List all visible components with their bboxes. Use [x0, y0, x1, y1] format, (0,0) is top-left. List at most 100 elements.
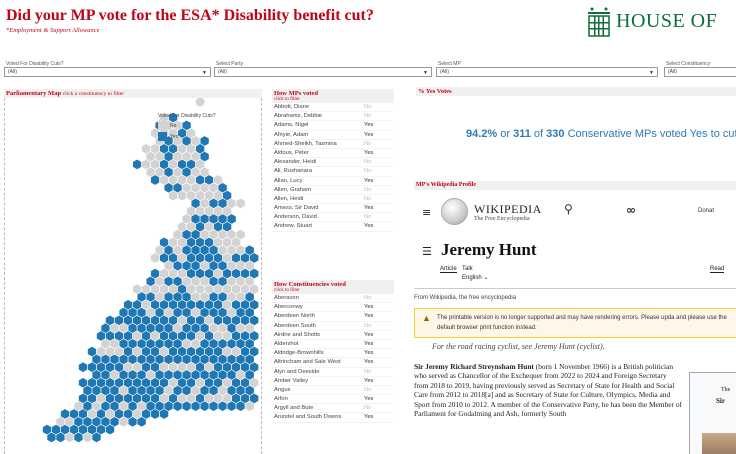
constituency-hex[interactable]: [46, 431, 57, 443]
kpi-text: Conservative MPs voted Yes to cut the: [567, 128, 736, 140]
constituency-hex[interactable]: [217, 400, 228, 412]
constituency-row[interactable]: Airdrie and Shotts Yes: [272, 331, 394, 340]
map-hint: click a constituency to filter: [62, 91, 125, 97]
legend-title: Voted For Disability Cuts?: [158, 113, 216, 119]
constituency-hex[interactable]: [136, 416, 147, 428]
mp-name: Ali, Rushanara: [274, 168, 313, 175]
kpi-or: or: [500, 128, 511, 140]
constituency-row[interactable]: Angus No: [272, 386, 394, 396]
constituency-hex[interactable]: [73, 431, 84, 443]
mp-row[interactable]: Afriyie, Adam Yes: [272, 131, 394, 140]
constituency-name: Airdrie and Shotts: [274, 331, 321, 338]
constituencies-header: How Constituencies voted click to filter: [272, 280, 394, 294]
mp-vote: No: [364, 140, 372, 147]
constituency-hex[interactable]: [168, 190, 178, 202]
constituency-hex[interactable]: [172, 400, 183, 412]
constituency-row[interactable]: Arundel and South Downs Yes: [272, 413, 394, 423]
constituency-hex[interactable]: [55, 431, 66, 443]
language-selector[interactable]: English ⌄: [462, 274, 488, 281]
mp-row[interactable]: Allan, Lucy Yes: [272, 177, 394, 186]
legend-item-yes[interactable]: Yes: [158, 132, 216, 141]
tab-article[interactable]: Article: [440, 266, 457, 273]
constituency-hex[interactable]: [199, 400, 210, 412]
infinity-icon[interactable]: ∞: [626, 203, 636, 217]
donate-link[interactable]: Donat: [698, 208, 715, 214]
mp-row[interactable]: Allen, Heidi No: [272, 195, 394, 205]
constituency-hex[interactable]: [195, 98, 205, 108]
constituency-row[interactable]: Aberdeen North Yes: [272, 312, 394, 322]
toc-icon[interactable]: ☰: [422, 245, 432, 258]
constituency-hex[interactable]: [235, 400, 246, 412]
mp-row[interactable]: Abrahams, Debbie No: [272, 112, 394, 122]
legend-item-no[interactable]: No: [158, 121, 216, 130]
constituency-hex[interactable]: [150, 252, 160, 264]
constituency-row[interactable]: Aberconwy Yes: [272, 303, 394, 313]
constituency-name: Argyll and Bute: [274, 405, 314, 412]
mp-row[interactable]: Andrew, Stuart Yes: [272, 222, 394, 232]
hamburger-menu-icon[interactable]: ≡: [422, 206, 432, 219]
constituency-hex[interactable]: [78, 361, 88, 373]
constituency-row[interactable]: Aldershot Yes: [272, 340, 394, 350]
constituency-row[interactable]: Altrincham and Sale West Yes: [272, 358, 394, 368]
constituency-hex[interactable]: [190, 400, 201, 412]
constituency-hex[interactable]: [226, 400, 237, 412]
constituency-hex[interactable]: [150, 174, 160, 186]
constituency-hex[interactable]: [208, 400, 219, 412]
mp-vote: No: [364, 168, 372, 175]
constituency-row[interactable]: Aberavon No: [272, 294, 394, 304]
constituency-hex[interactable]: [105, 424, 115, 436]
constituency-hex[interactable]: [159, 408, 169, 420]
constituency-hex[interactable]: [82, 431, 93, 443]
constituency-name: Aberdeen South: [274, 322, 316, 329]
constituency-hex[interactable]: [91, 431, 102, 443]
mp-row[interactable]: Alexander, Heidi No: [272, 158, 394, 168]
mp-row[interactable]: Adams, Nigel Yes: [272, 121, 394, 131]
mp-row[interactable]: Amess, Sir David Yes: [272, 204, 394, 214]
filter-constituency-select[interactable]: (All): [664, 67, 736, 77]
constituency-vote: No: [364, 405, 372, 412]
wikipedia-wordmark[interactable]: WIKIPEDIA: [474, 202, 542, 216]
constituency-hex[interactable]: [64, 431, 75, 443]
map-title: Parliamentary Map: [6, 90, 62, 97]
mp-row[interactable]: Ahmed-Sheikh, Tasmina No: [272, 140, 394, 149]
parliamentary-hex-map[interactable]: [5, 98, 262, 454]
filter-party-select[interactable]: (All) ▼: [214, 67, 432, 77]
constituency-hex[interactable]: [150, 408, 160, 420]
legend-swatch-yes: [158, 132, 167, 141]
filter-label-voted: Voted For Disability Cuts?: [6, 61, 64, 67]
constituency-row[interactable]: Argyll and Bute No: [272, 404, 394, 414]
yes-votes-kpi: 94.2% or 311 of 330 Conservative MPs vot…: [466, 128, 736, 140]
tab-read[interactable]: Read: [710, 266, 725, 273]
mp-row[interactable]: Abbott, Diane No: [272, 103, 394, 113]
filter-mp-value: (All): [440, 69, 449, 75]
constituency-row[interactable]: Amber Valley Yes: [272, 377, 394, 386]
filter-voted-value: (All): [8, 69, 17, 75]
constituency-hex[interactable]: [118, 416, 129, 428]
search-icon[interactable]: ⚲: [564, 202, 573, 216]
infobox-title: The: [721, 387, 731, 393]
constituency-hex[interactable]: [177, 190, 187, 202]
mp-row[interactable]: Aldous, Peter Yes: [272, 149, 394, 159]
tab-talk[interactable]: Talk: [462, 266, 473, 272]
constituency-vote: Yes: [364, 414, 374, 421]
mps-header: How MPs voted click to filter: [272, 89, 394, 103]
constituency-row[interactable]: Alyn and Deeside No: [272, 368, 394, 377]
constituency-hex[interactable]: [181, 400, 192, 412]
constituency-hex[interactable]: [244, 400, 255, 412]
mp-row[interactable]: Ali, Rushanara No: [272, 167, 394, 177]
constituency-row[interactable]: Aldridge-Brownhills Yes: [272, 349, 394, 359]
constituency-row[interactable]: Arfon Yes: [272, 395, 394, 405]
mp-row[interactable]: Allen, Graham No: [272, 186, 394, 195]
filter-voted-select[interactable]: (All) ▼: [4, 67, 211, 77]
chevron-down-icon: ▼: [202, 70, 207, 76]
filter-mp-select[interactable]: (All) ▼: [436, 67, 658, 77]
constituency-row[interactable]: Aberdeen South No: [272, 322, 394, 331]
constituency-hex[interactable]: [235, 197, 246, 209]
constituencies-title: How Constituencies voted: [274, 281, 346, 288]
constituency-hex[interactable]: [127, 416, 138, 428]
wikipedia-globe-icon[interactable]: [441, 198, 468, 225]
mp-row[interactable]: Anderson, David No: [272, 213, 394, 223]
constituency-hex[interactable]: [132, 158, 142, 170]
mp-name: Allen, Graham: [274, 186, 312, 193]
mp-name: Allan, Lucy: [274, 177, 303, 184]
